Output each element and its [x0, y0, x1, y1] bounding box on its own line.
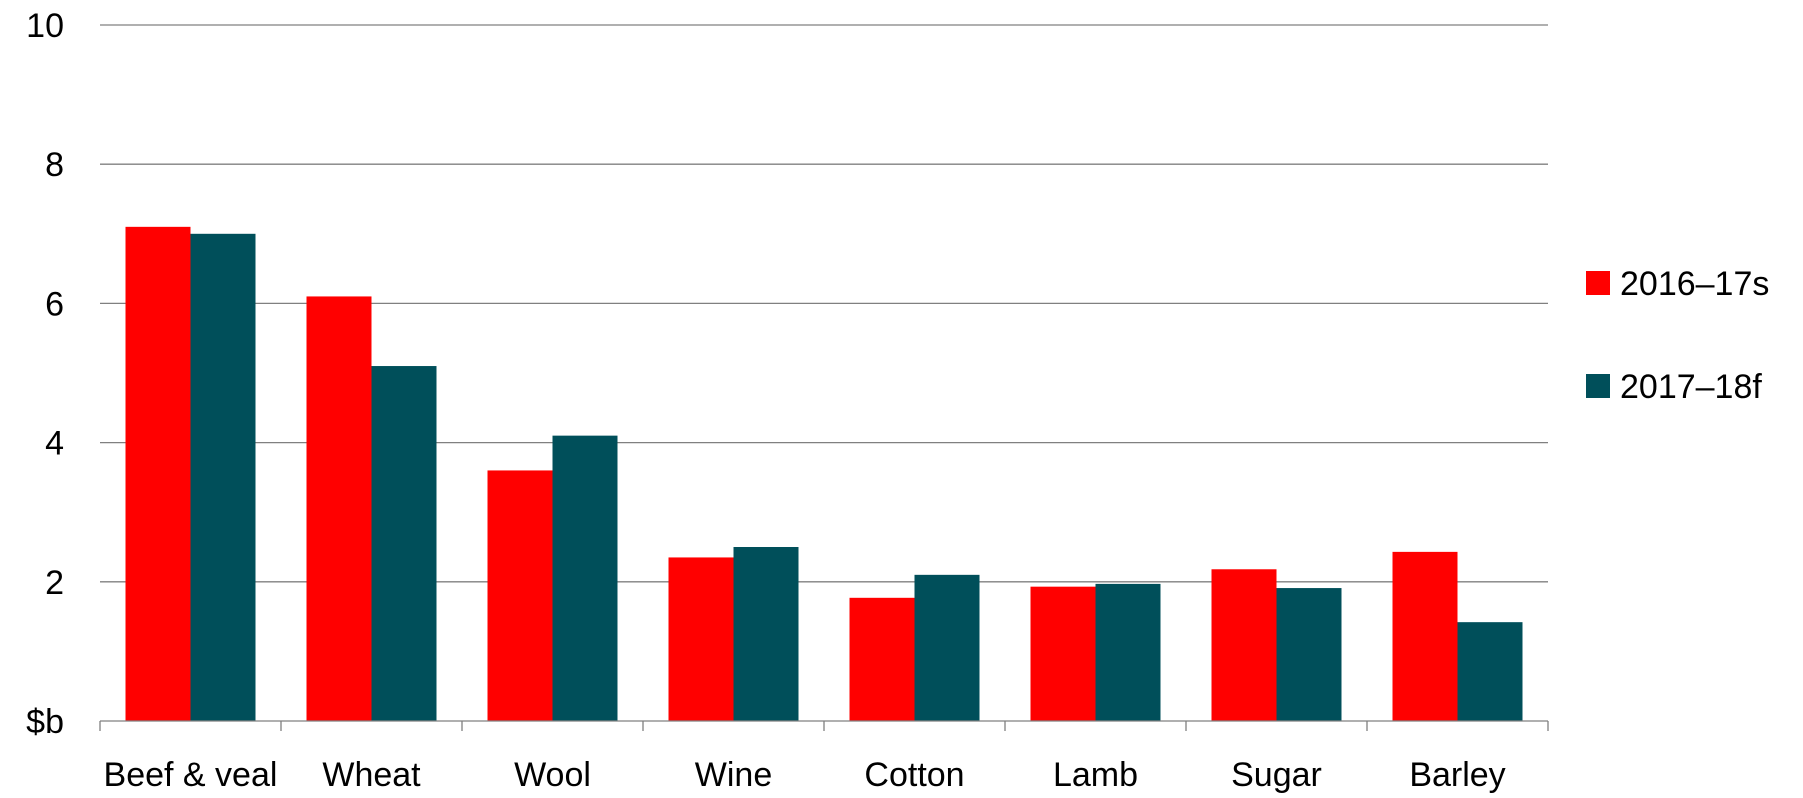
bar-series-1 [668, 557, 734, 721]
x-category-label: Sugar [1231, 756, 1322, 794]
x-axis [99, 720, 1549, 731]
legend-swatch [1586, 374, 1610, 398]
bar-series-1 [1030, 586, 1096, 721]
bar-series-2 [371, 366, 437, 721]
x-category-label: Wine [695, 756, 772, 794]
y-tick-label: 8 [45, 146, 64, 184]
bar-series-2 [1276, 588, 1342, 721]
bar-series-1 [125, 226, 191, 721]
y-tick-label: 2 [45, 564, 64, 602]
bar-series-2 [733, 547, 799, 721]
bar-series-1 [1211, 569, 1277, 721]
legend: 2016–17s 2017–18f [1586, 265, 1769, 406]
x-category-label: Barley [1409, 756, 1505, 794]
y-tick-label: 4 [45, 425, 64, 463]
bar-series-2 [552, 435, 618, 721]
y-tick-label: 6 [45, 285, 64, 323]
y-axis-tick-labels: $b 2 4 6 8 10 [26, 7, 64, 741]
bar-series-1 [306, 296, 372, 721]
bar-series-1 [1392, 551, 1458, 721]
bar-series-1 [849, 597, 915, 721]
x-category-label: Wheat [322, 756, 421, 794]
legend-swatch [1586, 271, 1610, 295]
y-tick-label: 10 [26, 7, 64, 45]
bar-series-2 [914, 574, 980, 721]
bar-series-2 [1095, 583, 1161, 721]
x-category-label: Lamb [1053, 756, 1138, 794]
x-category-label: Wool [514, 756, 591, 794]
bar-series-2 [190, 233, 256, 722]
legend-label: 2016–17s [1620, 265, 1769, 303]
bar-series-1 [487, 470, 553, 721]
y-tick-label: $b [26, 703, 64, 741]
bars [125, 226, 1523, 722]
x-axis-category-labels: Beef & veal Wheat Wool Wine Cotton Lamb Sugar B… [104, 756, 1506, 794]
bar-series-2 [1457, 622, 1523, 721]
x-category-label: Cotton [864, 756, 964, 794]
legend-label: 2017–18f [1620, 368, 1762, 406]
x-category-label: Beef & veal [104, 756, 278, 794]
